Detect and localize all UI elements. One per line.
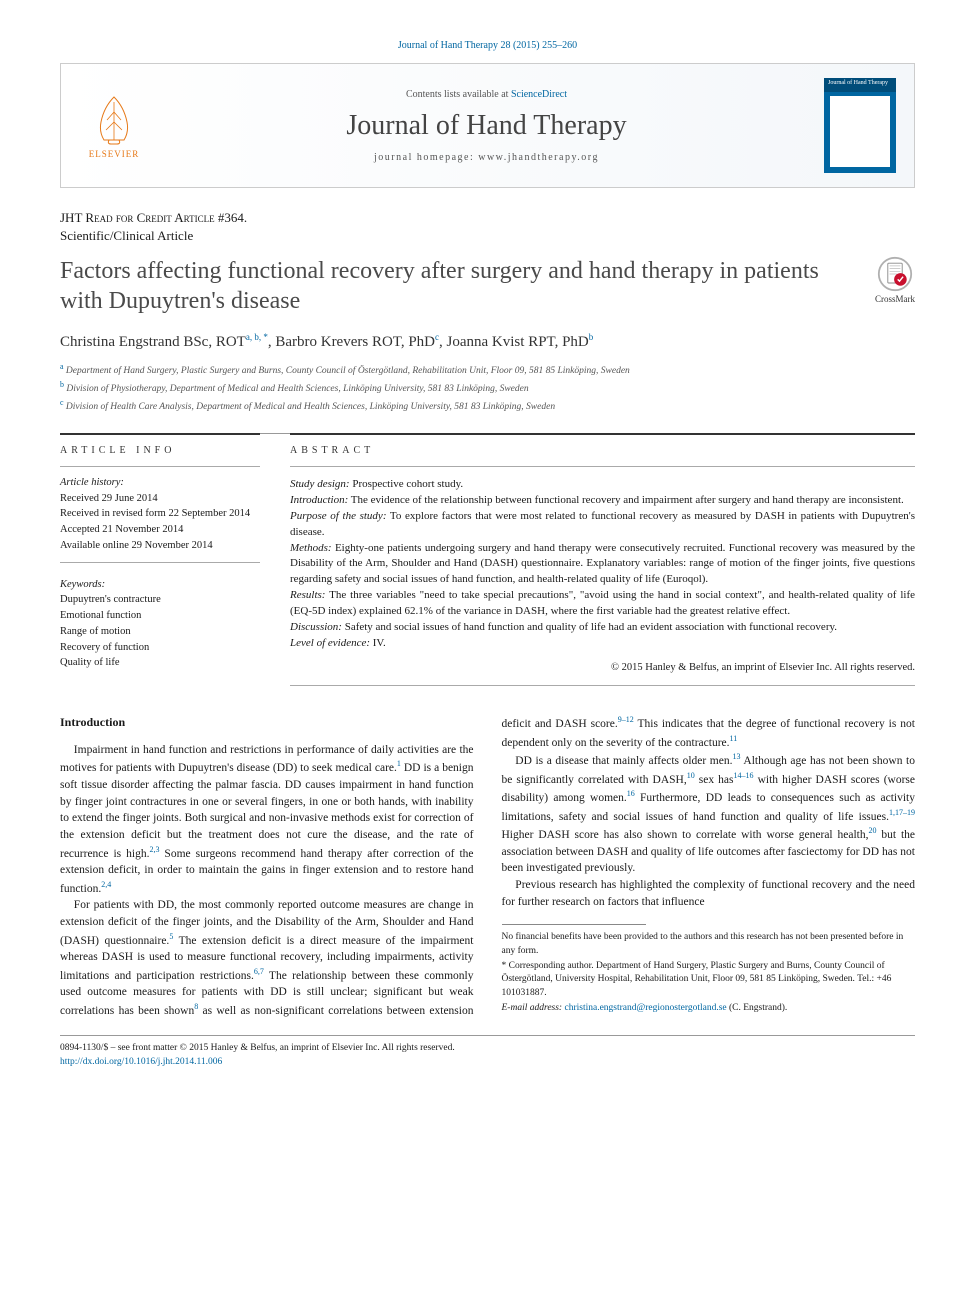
author-1-aff: a, b, * xyxy=(246,332,268,342)
abstract-copyright: © 2015 Hanley & Belfus, an imprint of El… xyxy=(290,660,915,675)
introduction-heading: Introduction xyxy=(60,714,474,731)
keyword: Quality of life xyxy=(60,655,260,671)
cover-title: Journal of Hand Therapy xyxy=(828,80,888,87)
footnotes: No financial benefits have been provided… xyxy=(502,931,916,1015)
journal-citation: Journal of Hand Therapy 28 (2015) 255–26… xyxy=(60,40,915,51)
abs-design: Prospective cohort study. xyxy=(350,478,464,490)
ref-link[interactable]: 11 xyxy=(730,734,738,743)
ref-link[interactable]: 6,7 xyxy=(254,967,264,976)
keyword: Recovery of function xyxy=(60,640,260,656)
ref-link[interactable]: 14–16 xyxy=(734,771,754,780)
abstract-column: ABSTRACT Study design: Prospective cohor… xyxy=(290,433,915,687)
author-list: Christina Engstrand BSc, ROTa, b, *, Bar… xyxy=(60,332,915,351)
ref-link[interactable]: 2,3 xyxy=(149,845,159,854)
footnote-email: E-mail address: christina.engstrand@regi… xyxy=(502,1002,916,1015)
abs-level-label: Level of evidence: xyxy=(290,637,370,649)
footnote-funding: No financial benefits have been provided… xyxy=(502,931,916,958)
journal-cover-thumbnail[interactable]: Journal of Hand Therapy xyxy=(824,78,896,173)
doi-link[interactable]: http://dx.doi.org/10.1016/j.jht.2014.11.… xyxy=(60,1056,915,1069)
body-paragraph: Previous research has highlighted the co… xyxy=(502,877,916,910)
contents-prefix: Contents lists available at xyxy=(406,89,511,100)
abstract-text: Study design: Prospective cohort study. … xyxy=(290,466,915,687)
keyword: Dupuytren's contracture xyxy=(60,592,260,608)
affiliations: a Department of Hand Surgery, Plastic Su… xyxy=(60,361,915,415)
homepage-url[interactable]: www.jhandtherapy.org xyxy=(478,152,599,163)
article-info-sidebar: ARTICLE INFO Article history: Received 2… xyxy=(60,433,260,687)
article-info-heading: ARTICLE INFO xyxy=(60,445,260,456)
author-2: Barbro Krevers ROT, PhD xyxy=(275,334,435,350)
sciencedirect-link[interactable]: ScienceDirect xyxy=(511,89,567,100)
abstract-heading: ABSTRACT xyxy=(290,445,915,456)
ref-link[interactable]: 16 xyxy=(627,789,635,798)
body-paragraph: Impairment in hand function and restrict… xyxy=(60,742,474,898)
keywords-label: Keywords: xyxy=(60,577,260,593)
crossmark-label: CrossMark xyxy=(875,294,915,304)
contents-available: Contents lists available at ScienceDirec… xyxy=(149,89,824,100)
author-1: Christina Engstrand BSc, ROT xyxy=(60,334,246,350)
article-type: Scientific/Clinical Article xyxy=(60,228,915,244)
abs-methods: Eighty-one patients undergoing surgery a… xyxy=(290,542,915,586)
history-label: Article history: xyxy=(60,475,260,491)
keyword: Range of motion xyxy=(60,624,260,640)
abs-discussion-label: Discussion: xyxy=(290,621,342,633)
article-body: Introduction Impairment in hand function… xyxy=(60,714,915,1019)
ref-link[interactable]: 9–12 xyxy=(618,715,634,724)
history-online: Available online 29 November 2014 xyxy=(60,538,260,554)
abs-design-label: Study design: xyxy=(290,478,350,490)
abs-purpose-label: Purpose of the study: xyxy=(290,510,386,522)
abs-methods-label: Methods: xyxy=(290,542,332,554)
abs-intro-label: Introduction: xyxy=(290,494,348,506)
keywords-block: Keywords: Dupuytren's contracture Emotio… xyxy=(60,577,260,672)
journal-header: ELSEVIER Contents lists available at Sci… xyxy=(60,63,915,188)
history-accepted: Accepted 21 November 2014 xyxy=(60,522,260,538)
footnote-divider xyxy=(502,924,647,925)
history-revised: Received in revised form 22 September 20… xyxy=(60,506,260,522)
ref-link[interactable]: 10 xyxy=(687,771,695,780)
homepage-prefix: journal homepage: xyxy=(374,152,478,163)
issn-line: 0894-1130/$ – see front matter © 2015 Ha… xyxy=(60,1042,915,1055)
crossmark-icon xyxy=(877,256,913,292)
abs-results-label: Results: xyxy=(290,589,325,601)
journal-homepage: journal homepage: www.jhandtherapy.org xyxy=(149,152,824,163)
ref-link[interactable]: 1,17–19 xyxy=(889,808,915,817)
footnote-corresponding: * Corresponding author. Department of Ha… xyxy=(502,960,916,1000)
abs-discussion: Safety and social issues of hand functio… xyxy=(342,621,837,633)
abs-level: IV. xyxy=(370,637,386,649)
affiliation-c: Division of Health Care Analysis, Depart… xyxy=(66,402,555,412)
affiliation-b: Division of Physiotherapy, Department of… xyxy=(66,384,528,394)
author-2-aff: c xyxy=(435,332,439,342)
author-3: Joanna Kvist RPT, PhD xyxy=(447,334,589,350)
keyword: Emotional function xyxy=(60,608,260,624)
elsevier-tree-icon xyxy=(89,92,139,147)
jht-credit-tag: JHT Read for Credit Article #364. xyxy=(60,210,915,226)
crossmark-badge[interactable]: CrossMark xyxy=(875,256,915,304)
article-title: Factors affecting functional recovery af… xyxy=(60,256,855,316)
article-history: Article history: Received 29 June 2014 R… xyxy=(60,466,260,563)
elsevier-name: ELSEVIER xyxy=(89,149,140,159)
author-3-aff: b xyxy=(589,332,594,342)
journal-title: Journal of Hand Therapy xyxy=(149,110,824,142)
elsevier-logo[interactable]: ELSEVIER xyxy=(79,92,149,159)
abs-results: The three variables "need to take specia… xyxy=(290,589,915,617)
email-link[interactable]: christina.engstrand@regionostergotland.s… xyxy=(564,1003,726,1013)
page-footer: 0894-1130/$ – see front matter © 2015 Ha… xyxy=(60,1035,915,1069)
affiliation-a: Department of Hand Surgery, Plastic Surg… xyxy=(66,366,630,376)
abs-intro: The evidence of the relationship between… xyxy=(348,494,904,506)
history-received: Received 29 June 2014 xyxy=(60,491,260,507)
body-paragraph: DD is a disease that mainly affects olde… xyxy=(502,751,916,877)
ref-link[interactable]: 2,4 xyxy=(101,880,111,889)
